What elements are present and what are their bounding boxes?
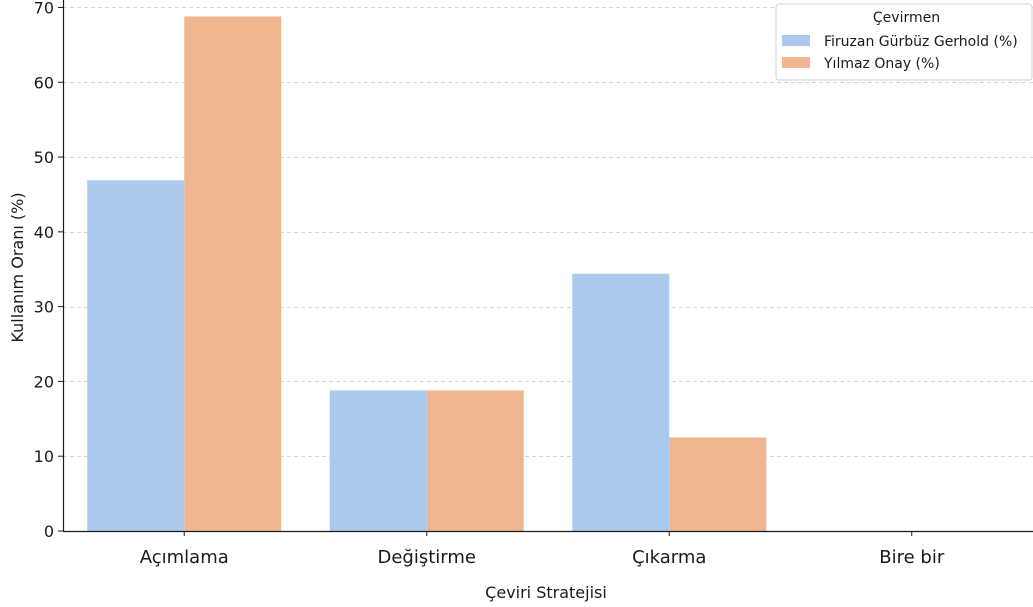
- y-tick-label: 20: [34, 372, 54, 391]
- legend-label: Yılmaz Onay (%): [823, 56, 940, 72]
- x-tick-label: Bire bir: [879, 547, 945, 568]
- bar-series-2: [426, 390, 524, 531]
- x-tick-label: Açımlama: [140, 547, 229, 568]
- legend: Çevirmen Firuzan Gürbüz Gerhold (%) Yılma…: [775, 3, 1033, 81]
- legend-title: Çevirmen: [873, 10, 940, 26]
- bars: [87, 16, 767, 532]
- axes: [62, 0, 1033, 533]
- bar-series-1: [329, 390, 427, 531]
- bar-series-2: [669, 437, 767, 531]
- y-tick-label: 30: [34, 298, 54, 317]
- legend-swatch: [782, 57, 810, 68]
- x-tick-label: Değiştirme: [378, 547, 477, 568]
- legend-label: Firuzan Gürbüz Gerhold (%): [824, 34, 1018, 50]
- legend-swatch: [782, 35, 810, 46]
- legend-box: [775, 3, 1033, 81]
- y-tick-label: 60: [34, 73, 54, 92]
- y-tick-label: 50: [34, 148, 54, 167]
- y-tick-label: 70: [34, 0, 54, 17]
- y-tick-label: 0: [44, 522, 54, 541]
- bar-series-2: [184, 16, 282, 532]
- y-tick-labels: 0 10 20 30 40 50 60 70: [34, 0, 63, 541]
- x-tick-label: Çıkarma: [632, 547, 706, 568]
- x-axis-title: Çeviri Stratejisi: [485, 583, 607, 602]
- bar-series-1: [572, 273, 670, 531]
- legend-items: Firuzan Gürbüz Gerhold (%) Yılmaz Onay (%…: [782, 34, 1018, 72]
- y-tick-label: 10: [34, 447, 54, 466]
- y-axis-title: Kullanım Oranı (%): [8, 192, 27, 342]
- x-tick-labels: Açımlama Değiştirme Çıkarma Bire bir: [140, 531, 945, 568]
- bar-series-1: [87, 180, 185, 531]
- y-tick-label: 40: [34, 223, 54, 242]
